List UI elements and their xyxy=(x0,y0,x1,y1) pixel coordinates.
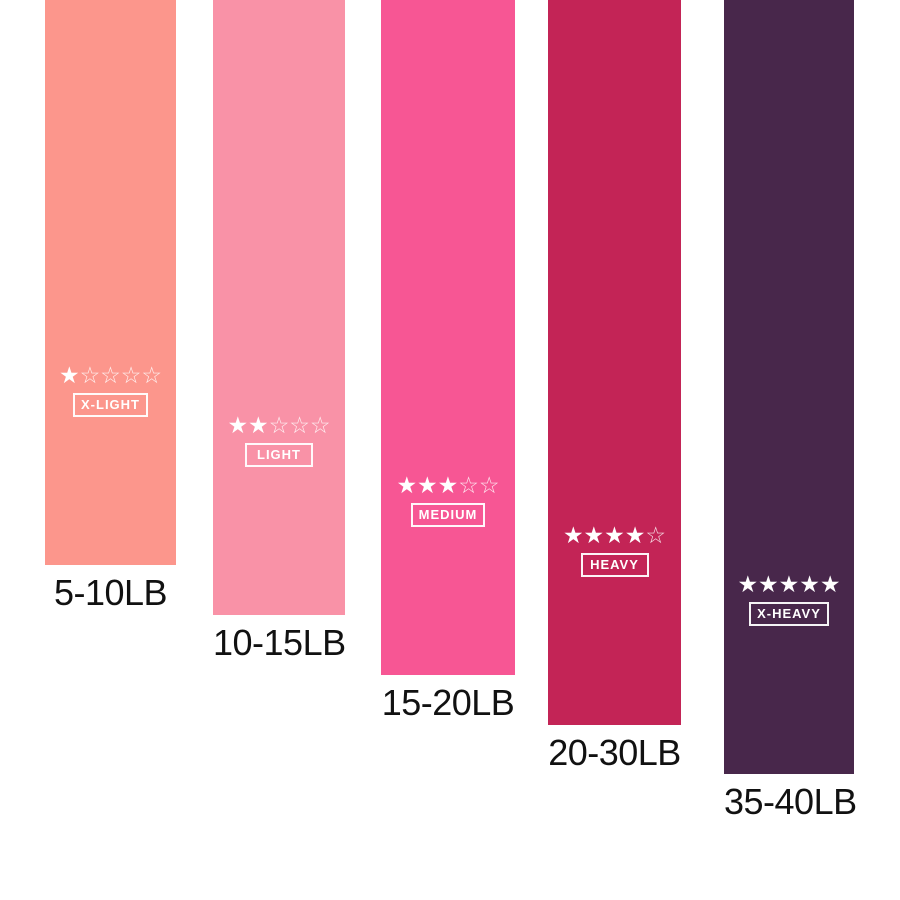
star-rating: ★★★☆☆ xyxy=(381,474,515,497)
weight-label: 35-40LB xyxy=(724,781,857,822)
stars-empty: ☆☆☆ xyxy=(268,412,331,439)
star-rating: ★★☆☆☆ xyxy=(213,414,345,437)
stars-filled: ★★★ xyxy=(396,472,459,499)
star-rating: ★★★★☆ xyxy=(548,524,681,547)
stars-filled: ★★★★★ xyxy=(737,571,841,598)
resistance-level-tag: MEDIUM xyxy=(410,503,486,527)
star-rating: ★☆☆☆☆ xyxy=(45,364,176,387)
stars-empty: ☆ xyxy=(645,522,667,549)
band-column-heavy: ★★★★☆ HEAVY 20-30LB xyxy=(548,0,681,774)
resistance-level-tag: X-LIGHT xyxy=(73,393,148,417)
band-strip-heavy: ★★★★☆ HEAVY xyxy=(548,0,681,725)
band-info: ★☆☆☆☆ X-LIGHT xyxy=(45,364,176,417)
stars-empty: ☆☆☆☆ xyxy=(79,362,163,389)
band-info: ★★☆☆☆ LIGHT xyxy=(213,414,345,467)
band-info: ★★★★★ X-HEAVY xyxy=(724,573,854,626)
band-info: ★★★☆☆ MEDIUM xyxy=(381,474,515,527)
band-column-medium: ★★★☆☆ MEDIUM 15-20LB xyxy=(381,0,515,724)
star-rating: ★★★★★ xyxy=(724,573,854,596)
band-strip-x-heavy: ★★★★★ X-HEAVY xyxy=(724,0,854,774)
stars-empty: ☆☆ xyxy=(458,472,500,499)
resistance-level-tag: LIGHT xyxy=(245,443,313,467)
band-column-light: ★★☆☆☆ LIGHT 10-15LB xyxy=(213,0,346,664)
band-column-x-light: ★☆☆☆☆ X-LIGHT 5-10LB xyxy=(45,0,176,614)
band-strip-medium: ★★★☆☆ MEDIUM xyxy=(381,0,515,675)
stars-filled: ★★★★ xyxy=(562,522,646,549)
weight-label: 10-15LB xyxy=(213,622,346,663)
band-info: ★★★★☆ HEAVY xyxy=(548,524,681,577)
resistance-level-tag: HEAVY xyxy=(580,553,649,577)
stars-filled: ★★ xyxy=(227,412,269,439)
resistance-level-tag: X-HEAVY xyxy=(749,602,829,626)
band-column-x-heavy: ★★★★★ X-HEAVY 35-40LB xyxy=(724,0,857,823)
weight-label: 20-30LB xyxy=(548,732,681,773)
weight-label: 15-20LB xyxy=(381,682,515,723)
band-strip-x-light: ★☆☆☆☆ X-LIGHT xyxy=(45,0,176,565)
weight-label: 5-10LB xyxy=(53,572,168,613)
stars-filled: ★ xyxy=(58,362,80,389)
band-strip-light: ★★☆☆☆ LIGHT xyxy=(213,0,345,615)
